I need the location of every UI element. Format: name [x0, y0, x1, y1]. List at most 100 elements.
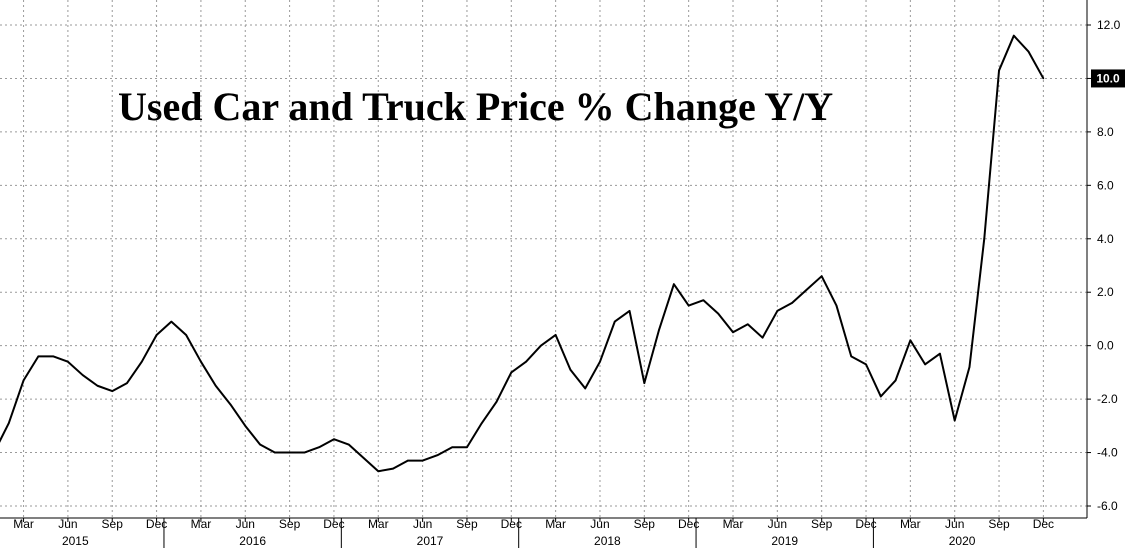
- data-point: [274, 451, 276, 454]
- x-month-label: Dec: [855, 517, 876, 531]
- x-month-label: Sep: [102, 517, 124, 531]
- data-point: [525, 360, 527, 363]
- data-point: [96, 384, 99, 387]
- y-tick-label: -6.0: [1097, 499, 1118, 513]
- data-point: [407, 459, 409, 462]
- data-point: [865, 363, 867, 366]
- x-year-label: 2016: [239, 534, 266, 548]
- x-month-label: Jun: [236, 517, 255, 531]
- data-point: [673, 283, 675, 286]
- x-tick-labels: Mar Jun Sep Dec Mar Jun Sep Dec Mar Jun Sep Dec Mar J…: [13, 517, 1054, 548]
- x-month-label: Jun: [945, 517, 964, 531]
- x-month-label: Dec: [501, 517, 522, 531]
- chart-title: Used Car and Truck Price % Change Y/Y: [118, 84, 833, 129]
- data-point: [909, 339, 912, 342]
- data-point: [968, 366, 971, 368]
- y-tick-label: 12.0: [1097, 18, 1121, 32]
- data-point: [347, 443, 350, 446]
- data-point: [362, 457, 365, 459]
- data-point: [894, 379, 897, 382]
- x-year-label: 2017: [417, 534, 444, 548]
- x-month-label: Mar: [545, 517, 566, 531]
- data-point: [37, 355, 40, 358]
- axis: [0, 0, 1088, 519]
- x-month-label: Mar: [723, 517, 744, 531]
- x-month-label: Dec: [146, 517, 167, 531]
- x-year-label: 2019: [771, 534, 798, 548]
- data-point: [333, 438, 335, 440]
- data-point: [126, 382, 128, 384]
- data-point: [200, 360, 202, 363]
- x-month-label: Sep: [279, 517, 301, 531]
- data-point: [554, 334, 557, 336]
- y-tick-label: 4.0: [1097, 232, 1114, 246]
- data-point: [717, 312, 720, 315]
- data-point: [111, 390, 114, 392]
- data-point: [658, 328, 660, 331]
- y-tick-label: 8.0: [1097, 125, 1114, 139]
- grid-lines: [0, 0, 1091, 522]
- data-point: [791, 302, 793, 304]
- x-month-label: Sep: [811, 517, 833, 531]
- data-point: [628, 310, 631, 312]
- series-line: [0, 34, 1045, 473]
- y-tick-label: 0.0: [1097, 339, 1114, 353]
- data-point: [613, 320, 616, 323]
- data-point: [983, 237, 986, 240]
- data-point: [170, 320, 173, 323]
- data-point: [569, 368, 572, 371]
- data-point: [155, 334, 158, 336]
- data-point: [540, 344, 542, 347]
- data-point: [22, 379, 25, 382]
- data-point: [229, 403, 232, 406]
- x-month-label: Sep: [456, 517, 478, 531]
- data-point: [185, 334, 187, 336]
- data-point: [924, 363, 926, 366]
- data-point: [850, 355, 853, 358]
- data-point: [244, 425, 247, 427]
- data-point: [81, 374, 84, 376]
- data-point: [820, 275, 823, 277]
- data-point: [1042, 77, 1045, 80]
- data-point: [1013, 34, 1015, 37]
- data-point: [776, 310, 779, 312]
- data-point: [436, 454, 439, 457]
- x-month-label: Dec: [678, 517, 699, 531]
- data-point: [214, 384, 217, 387]
- series-layer: [0, 34, 1045, 473]
- x-year-label: 2015: [62, 534, 89, 548]
- data-point: [392, 467, 394, 470]
- data-point: [702, 299, 705, 302]
- data-point: [687, 304, 690, 307]
- data-point: [377, 470, 380, 473]
- data-point: [643, 382, 646, 384]
- x-month-label: Jun: [590, 517, 609, 531]
- x-month-label: Jun: [58, 517, 77, 531]
- data-point: [939, 352, 941, 355]
- data-point: [998, 69, 1000, 72]
- data-point: [451, 446, 453, 449]
- x-month-label: Jun: [413, 517, 432, 531]
- data-point: [732, 331, 734, 334]
- x-month-label: Mar: [13, 517, 34, 531]
- x-month-label: Dec: [323, 517, 344, 531]
- data-point: [510, 371, 513, 374]
- data-point: [7, 422, 10, 424]
- data-point: [466, 446, 468, 449]
- x-month-label: Mar: [368, 517, 389, 531]
- data-point: [599, 360, 601, 363]
- x-month-label: Jun: [768, 517, 787, 531]
- data-point: [953, 419, 956, 422]
- data-point: [761, 336, 764, 339]
- y-tick-label: -2.0: [1097, 392, 1118, 406]
- data-point: [52, 355, 54, 358]
- data-point: [495, 400, 498, 403]
- data-point: [259, 443, 261, 446]
- x-month-label: Dec: [1033, 517, 1054, 531]
- data-point: [584, 387, 586, 390]
- data-point: [421, 459, 424, 462]
- data-point: [806, 288, 808, 291]
- last-value-label: 10.0: [1096, 71, 1120, 85]
